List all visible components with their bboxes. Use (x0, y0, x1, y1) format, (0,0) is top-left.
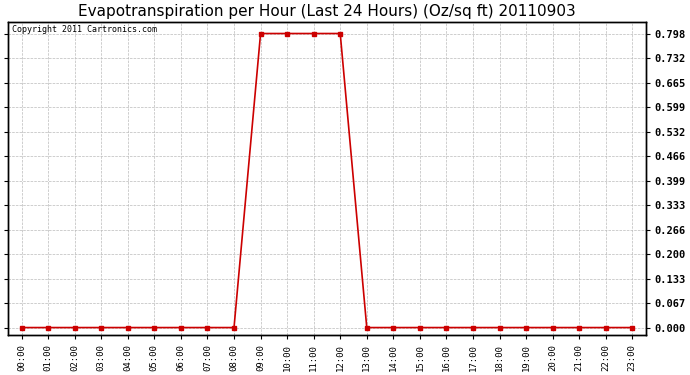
Text: Copyright 2011 Cartronics.com: Copyright 2011 Cartronics.com (12, 25, 157, 34)
Title: Evapotranspiration per Hour (Last 24 Hours) (Oz/sq ft) 20110903: Evapotranspiration per Hour (Last 24 Hou… (78, 4, 576, 19)
